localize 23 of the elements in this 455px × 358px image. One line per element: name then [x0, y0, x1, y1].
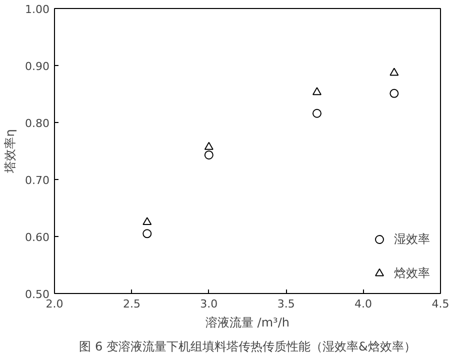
x-tick-label: 4.0	[354, 298, 372, 310]
point	[142, 217, 152, 226]
y-axis-title: 塔效率η	[3, 129, 18, 174]
x-tick-label: 3.0	[200, 298, 218, 310]
point	[142, 229, 152, 238]
point	[312, 108, 322, 118]
y-tick-label: 0.70	[25, 174, 50, 187]
point	[204, 150, 214, 160]
x-tick-label: 4.5	[432, 298, 450, 310]
y-tick-label: 0.60	[25, 231, 50, 244]
x-axis-title: 溶液流量 /m³/h	[205, 316, 290, 330]
x-tick-label: 2.5	[122, 298, 140, 310]
y-tick-label: 1.00	[25, 3, 50, 16]
legend-label: 湿效率	[394, 230, 430, 248]
point	[204, 142, 214, 150]
point	[390, 68, 399, 76]
point	[312, 87, 322, 96]
point	[390, 88, 399, 98]
y-tick-label: 0.90	[25, 60, 50, 73]
x-tick-label: 3.5	[277, 298, 295, 310]
y-tick-label: 0.80	[25, 117, 50, 130]
legend-label: 焓效率	[394, 264, 430, 282]
caption: 图 6 变溶液流量下机组填料塔传热传质性能（湿效率&焓效率）	[79, 340, 416, 354]
